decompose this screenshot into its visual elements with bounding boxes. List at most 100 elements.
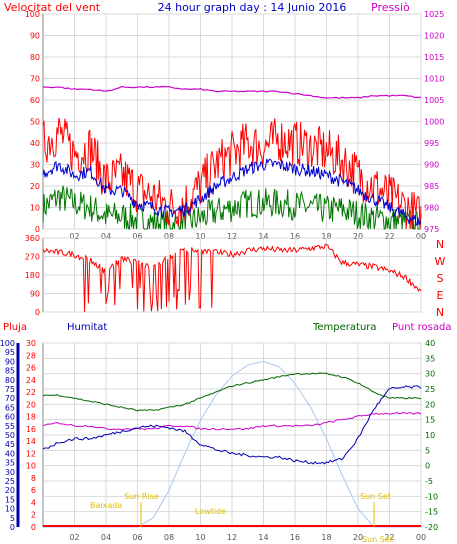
- temperature-line: [42, 372, 422, 412]
- hum-y-tick-80: 80: [5, 376, 15, 385]
- rain-y-tick-20: 20: [26, 400, 36, 409]
- direction-panel-series: [42, 243, 422, 312]
- hum-y-tick-30: 30: [5, 468, 15, 477]
- temp-y-tick-10: 10: [425, 431, 435, 440]
- dir-y-tick-0: 0: [35, 308, 40, 317]
- rain-y-tick-10: 10: [26, 462, 36, 471]
- temp-x-tick-12: 12: [227, 533, 237, 542]
- wind-y-tick-40: 40: [30, 139, 40, 148]
- temp-y-tick-40: 40: [425, 339, 435, 348]
- pressure-y-tick-980: 980: [424, 204, 439, 213]
- temp-y-tick--20: -20: [425, 523, 438, 532]
- hum-y-tick-10: 10: [5, 505, 15, 514]
- wind-x-tick-16: 16: [290, 232, 300, 241]
- pressure-y-tick-1025: 1025: [424, 10, 444, 19]
- dewpoint-line: [42, 412, 422, 431]
- dir-y-tick-90: 90: [30, 290, 40, 299]
- direction-letter-0: N: [436, 238, 444, 251]
- temp-y-tick-0: 0: [425, 462, 430, 471]
- rain-y-tick-0: 0: [31, 523, 36, 532]
- direction-letter-2: S: [437, 272, 444, 285]
- temp-y-tick-20: 20: [425, 400, 435, 409]
- temp-x-tick-16: 16: [290, 533, 300, 542]
- humitat-label: Humitat: [67, 322, 107, 333]
- sunset-x-label: Sun Set: [362, 535, 393, 544]
- rain-y-tick-12: 12: [26, 449, 36, 458]
- lowtide-label: Lowtide: [195, 507, 226, 516]
- wind-panel-ticks: 0102030405060708090100975980985990995100…: [25, 10, 445, 241]
- wind-x-tick-04: 04: [101, 232, 111, 241]
- temp-y-tick-15: 15: [425, 416, 435, 425]
- pressure-y-tick-990: 990: [424, 161, 439, 170]
- sunrise-label: Sun Rise: [124, 492, 159, 501]
- wind-panel-series: [42, 85, 422, 231]
- temp-x-tick-22: 22: [384, 533, 394, 542]
- hum-y-tick-20: 20: [5, 486, 15, 495]
- rain-y-tick-26: 26: [26, 364, 36, 373]
- hum-y-tick-55: 55: [5, 422, 15, 431]
- temp-y-tick-35: 35: [425, 354, 435, 363]
- low-line: [42, 185, 422, 231]
- temp-y-tick-5: 5: [425, 446, 430, 455]
- hum-y-tick-100: 100: [0, 339, 15, 348]
- temp-x-tick-18: 18: [321, 533, 331, 542]
- temperatura-label: Temperatura: [312, 322, 377, 333]
- temp-x-tick-08: 08: [164, 533, 174, 542]
- hum-y-tick-35: 35: [5, 459, 15, 468]
- temp-x-tick-04: 04: [101, 533, 111, 542]
- hum-y-tick-40: 40: [5, 449, 15, 458]
- wind-x-tick-06: 06: [132, 232, 142, 241]
- temp-y-tick--5: -5: [425, 477, 433, 486]
- hum-y-tick-25: 25: [5, 477, 15, 486]
- dir-y-tick-360: 360: [25, 234, 40, 243]
- pressure-y-tick-1010: 1010: [424, 75, 444, 84]
- temp-x-tick-10: 10: [195, 533, 205, 542]
- graph-title: 24 hour graph day : 14 Junio 2016: [158, 1, 347, 14]
- temp-x-tick-20: 20: [353, 533, 363, 542]
- wind-x-tick-10: 10: [195, 232, 205, 241]
- wind-y-tick-90: 90: [30, 32, 40, 41]
- pressure-line: [42, 85, 421, 99]
- wind-line: [42, 158, 422, 227]
- baixada-label: Baixada: [90, 501, 122, 510]
- hum-y-tick-50: 50: [5, 431, 15, 440]
- wind-y-tick-70: 70: [30, 75, 40, 84]
- humidity-line: [42, 385, 422, 465]
- hum-y-tick-65: 65: [5, 403, 15, 412]
- temp-x-tick-06: 06: [132, 533, 142, 542]
- rain-y-tick-14: 14: [26, 437, 36, 446]
- rain-y-tick-30: 30: [26, 339, 36, 348]
- wind-x-tick-02: 02: [69, 232, 79, 241]
- direction-letter-3: E: [437, 289, 444, 302]
- rain-y-tick-2: 2: [31, 511, 36, 520]
- temp-x-tick-00: 00: [416, 533, 426, 542]
- pressure-y-tick-975: 975: [424, 225, 439, 234]
- wind-speed-title: Velocitat del vent: [4, 1, 101, 14]
- temp-x-tick-14: 14: [258, 533, 268, 542]
- wind-x-tick-20: 20: [353, 232, 363, 241]
- temp-y-tick-25: 25: [425, 385, 435, 394]
- hum-y-tick-95: 95: [5, 348, 15, 357]
- rain-y-tick-8: 8: [31, 474, 36, 483]
- pressure-y-tick-1000: 1000: [424, 118, 444, 127]
- wind-panel-grid: [43, 13, 422, 230]
- wind-y-tick-50: 50: [30, 118, 40, 127]
- wind-y-tick-100: 100: [25, 10, 40, 19]
- direction-letter-4: N: [436, 306, 444, 319]
- dir-y-tick-180: 180: [25, 271, 40, 280]
- wind-y-tick-0: 0: [35, 225, 40, 234]
- temp-y-tick--15: -15: [425, 508, 438, 517]
- dir-y-tick-270: 270: [25, 253, 40, 262]
- humidity-temp-panel-series: [42, 360, 422, 528]
- hum-y-tick-75: 75: [5, 385, 15, 394]
- rain-y-tick-4: 4: [31, 498, 36, 507]
- rain-y-tick-24: 24: [26, 376, 36, 385]
- direction-line: [42, 243, 422, 312]
- hum-y-tick-85: 85: [5, 367, 15, 376]
- hum-y-tick-0: 0: [10, 523, 15, 532]
- wind-x-tick-08: 08: [164, 232, 174, 241]
- wind-x-tick-22: 22: [384, 232, 394, 241]
- punt-rosada-label: Punt rosada: [392, 322, 451, 333]
